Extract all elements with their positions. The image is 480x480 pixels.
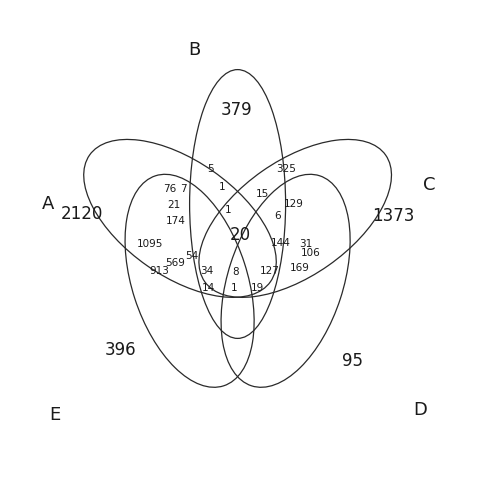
Text: 34: 34	[200, 266, 213, 276]
Text: 20: 20	[229, 226, 251, 244]
Text: 1: 1	[230, 283, 237, 292]
Text: 106: 106	[300, 249, 321, 258]
Text: 54: 54	[185, 252, 198, 261]
Text: 6: 6	[275, 212, 281, 221]
Text: 1095: 1095	[137, 239, 163, 249]
Text: 913: 913	[149, 266, 169, 276]
Text: 15: 15	[255, 189, 269, 199]
Text: 76: 76	[163, 184, 176, 193]
Text: E: E	[49, 406, 61, 424]
Text: 1: 1	[218, 182, 225, 192]
Text: 129: 129	[284, 199, 304, 208]
Text: 127: 127	[260, 266, 280, 276]
Text: 19: 19	[251, 283, 264, 293]
Text: 1373: 1373	[372, 207, 415, 225]
Text: 21: 21	[167, 200, 180, 210]
Text: A: A	[42, 195, 54, 213]
Text: 14: 14	[202, 283, 216, 292]
Text: 325: 325	[276, 164, 296, 174]
Text: 2120: 2120	[60, 204, 103, 223]
Text: 569: 569	[165, 258, 185, 267]
Text: C: C	[423, 176, 436, 194]
Text: 174: 174	[166, 216, 186, 226]
Text: 31: 31	[300, 239, 313, 249]
Text: 8: 8	[232, 267, 239, 276]
Text: B: B	[188, 41, 201, 60]
Text: 379: 379	[221, 101, 252, 120]
Text: 7: 7	[180, 184, 187, 193]
Text: 95: 95	[342, 352, 363, 370]
Text: 5: 5	[207, 165, 214, 174]
Text: 169: 169	[289, 263, 310, 273]
Text: D: D	[413, 401, 427, 420]
Text: 144: 144	[271, 239, 291, 248]
Text: 1: 1	[225, 205, 231, 215]
Text: 396: 396	[104, 341, 136, 360]
